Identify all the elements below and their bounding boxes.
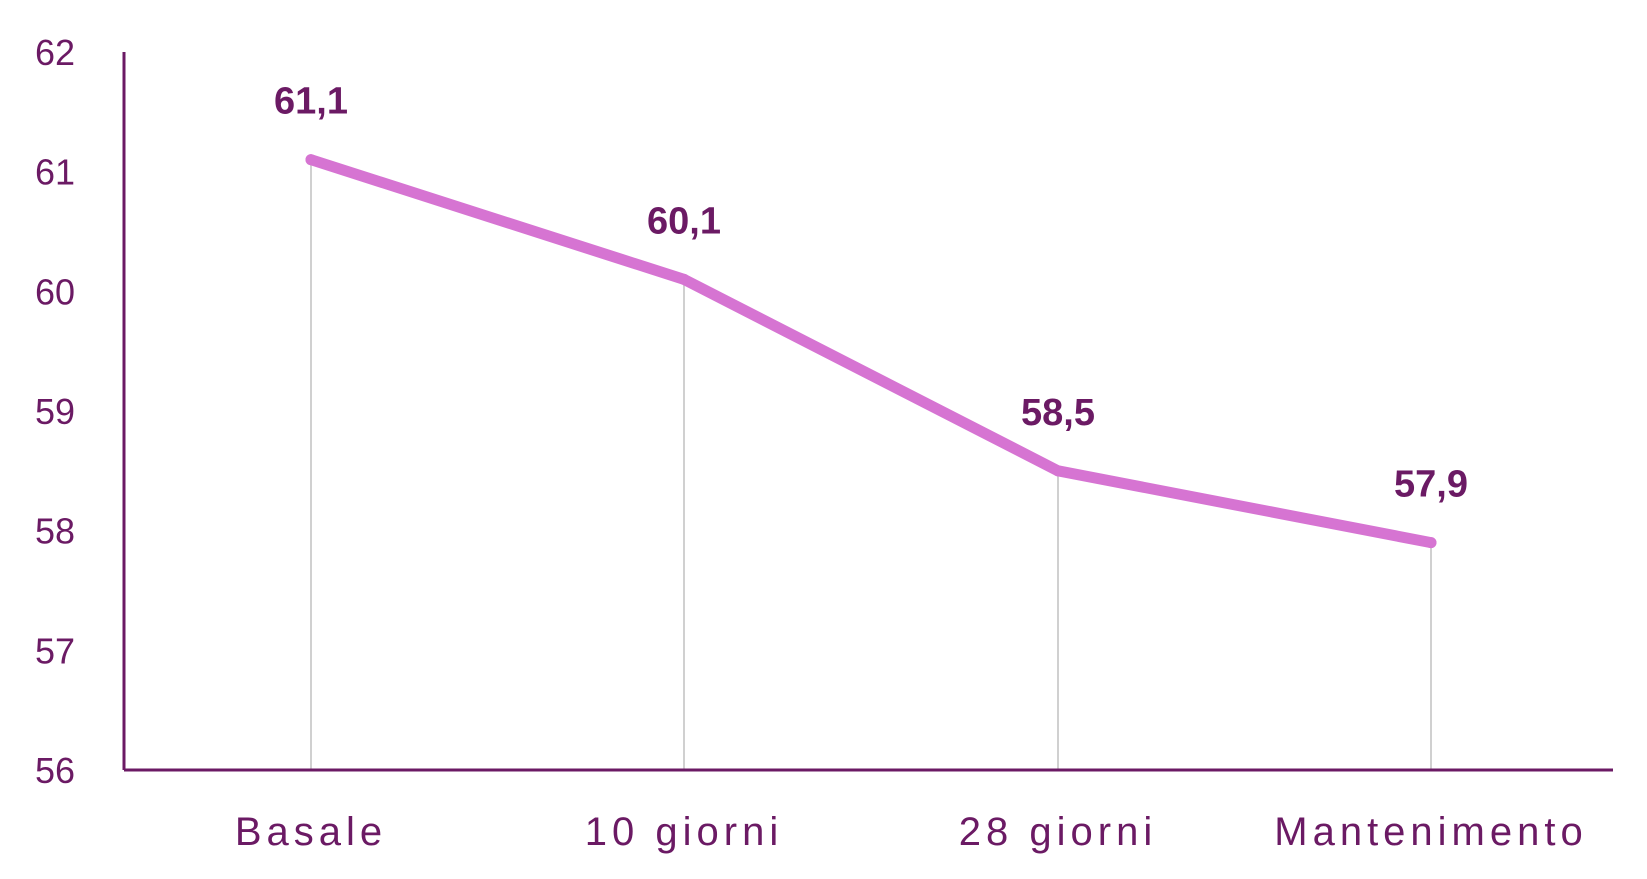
y-tick-label-58: 58 bbox=[35, 511, 75, 552]
series-line bbox=[305, 154, 1437, 549]
x-tick-label-4: Mantenimento bbox=[1274, 810, 1587, 854]
x-axis-ticks: Basale 10 giorni 28 giorni Mantenimento bbox=[235, 810, 1587, 854]
x-tick-label-1: Basale bbox=[235, 810, 387, 854]
series-group bbox=[305, 154, 1437, 549]
data-point-2 bbox=[678, 273, 690, 285]
x-tick-label-3: 28 giorni bbox=[959, 810, 1157, 854]
data-label-4: 57,9 bbox=[1394, 464, 1468, 506]
data-point-3 bbox=[1052, 465, 1064, 477]
y-tick-label-56: 56 bbox=[35, 750, 75, 791]
x-tick-label-2: 10 giorni bbox=[585, 810, 783, 854]
data-label-2: 60,1 bbox=[647, 200, 721, 242]
axes bbox=[122, 52, 1613, 772]
data-label-1: 61,1 bbox=[274, 81, 348, 123]
data-point-4 bbox=[1425, 537, 1437, 549]
y-tick-label-60: 60 bbox=[35, 271, 75, 312]
data-label-3: 58,5 bbox=[1021, 392, 1095, 434]
data-labels: 61,1 60,1 58,5 57,9 bbox=[274, 81, 1468, 506]
y-axis-ticks: 56 57 58 59 60 61 62 bbox=[35, 32, 75, 791]
y-tick-label-62: 62 bbox=[35, 32, 75, 73]
y-tick-label-59: 59 bbox=[35, 391, 75, 432]
drop-lines bbox=[310, 159, 1432, 770]
y-tick-label-61: 61 bbox=[35, 152, 75, 193]
y-tick-label-57: 57 bbox=[35, 630, 75, 671]
data-point-1 bbox=[305, 154, 317, 166]
